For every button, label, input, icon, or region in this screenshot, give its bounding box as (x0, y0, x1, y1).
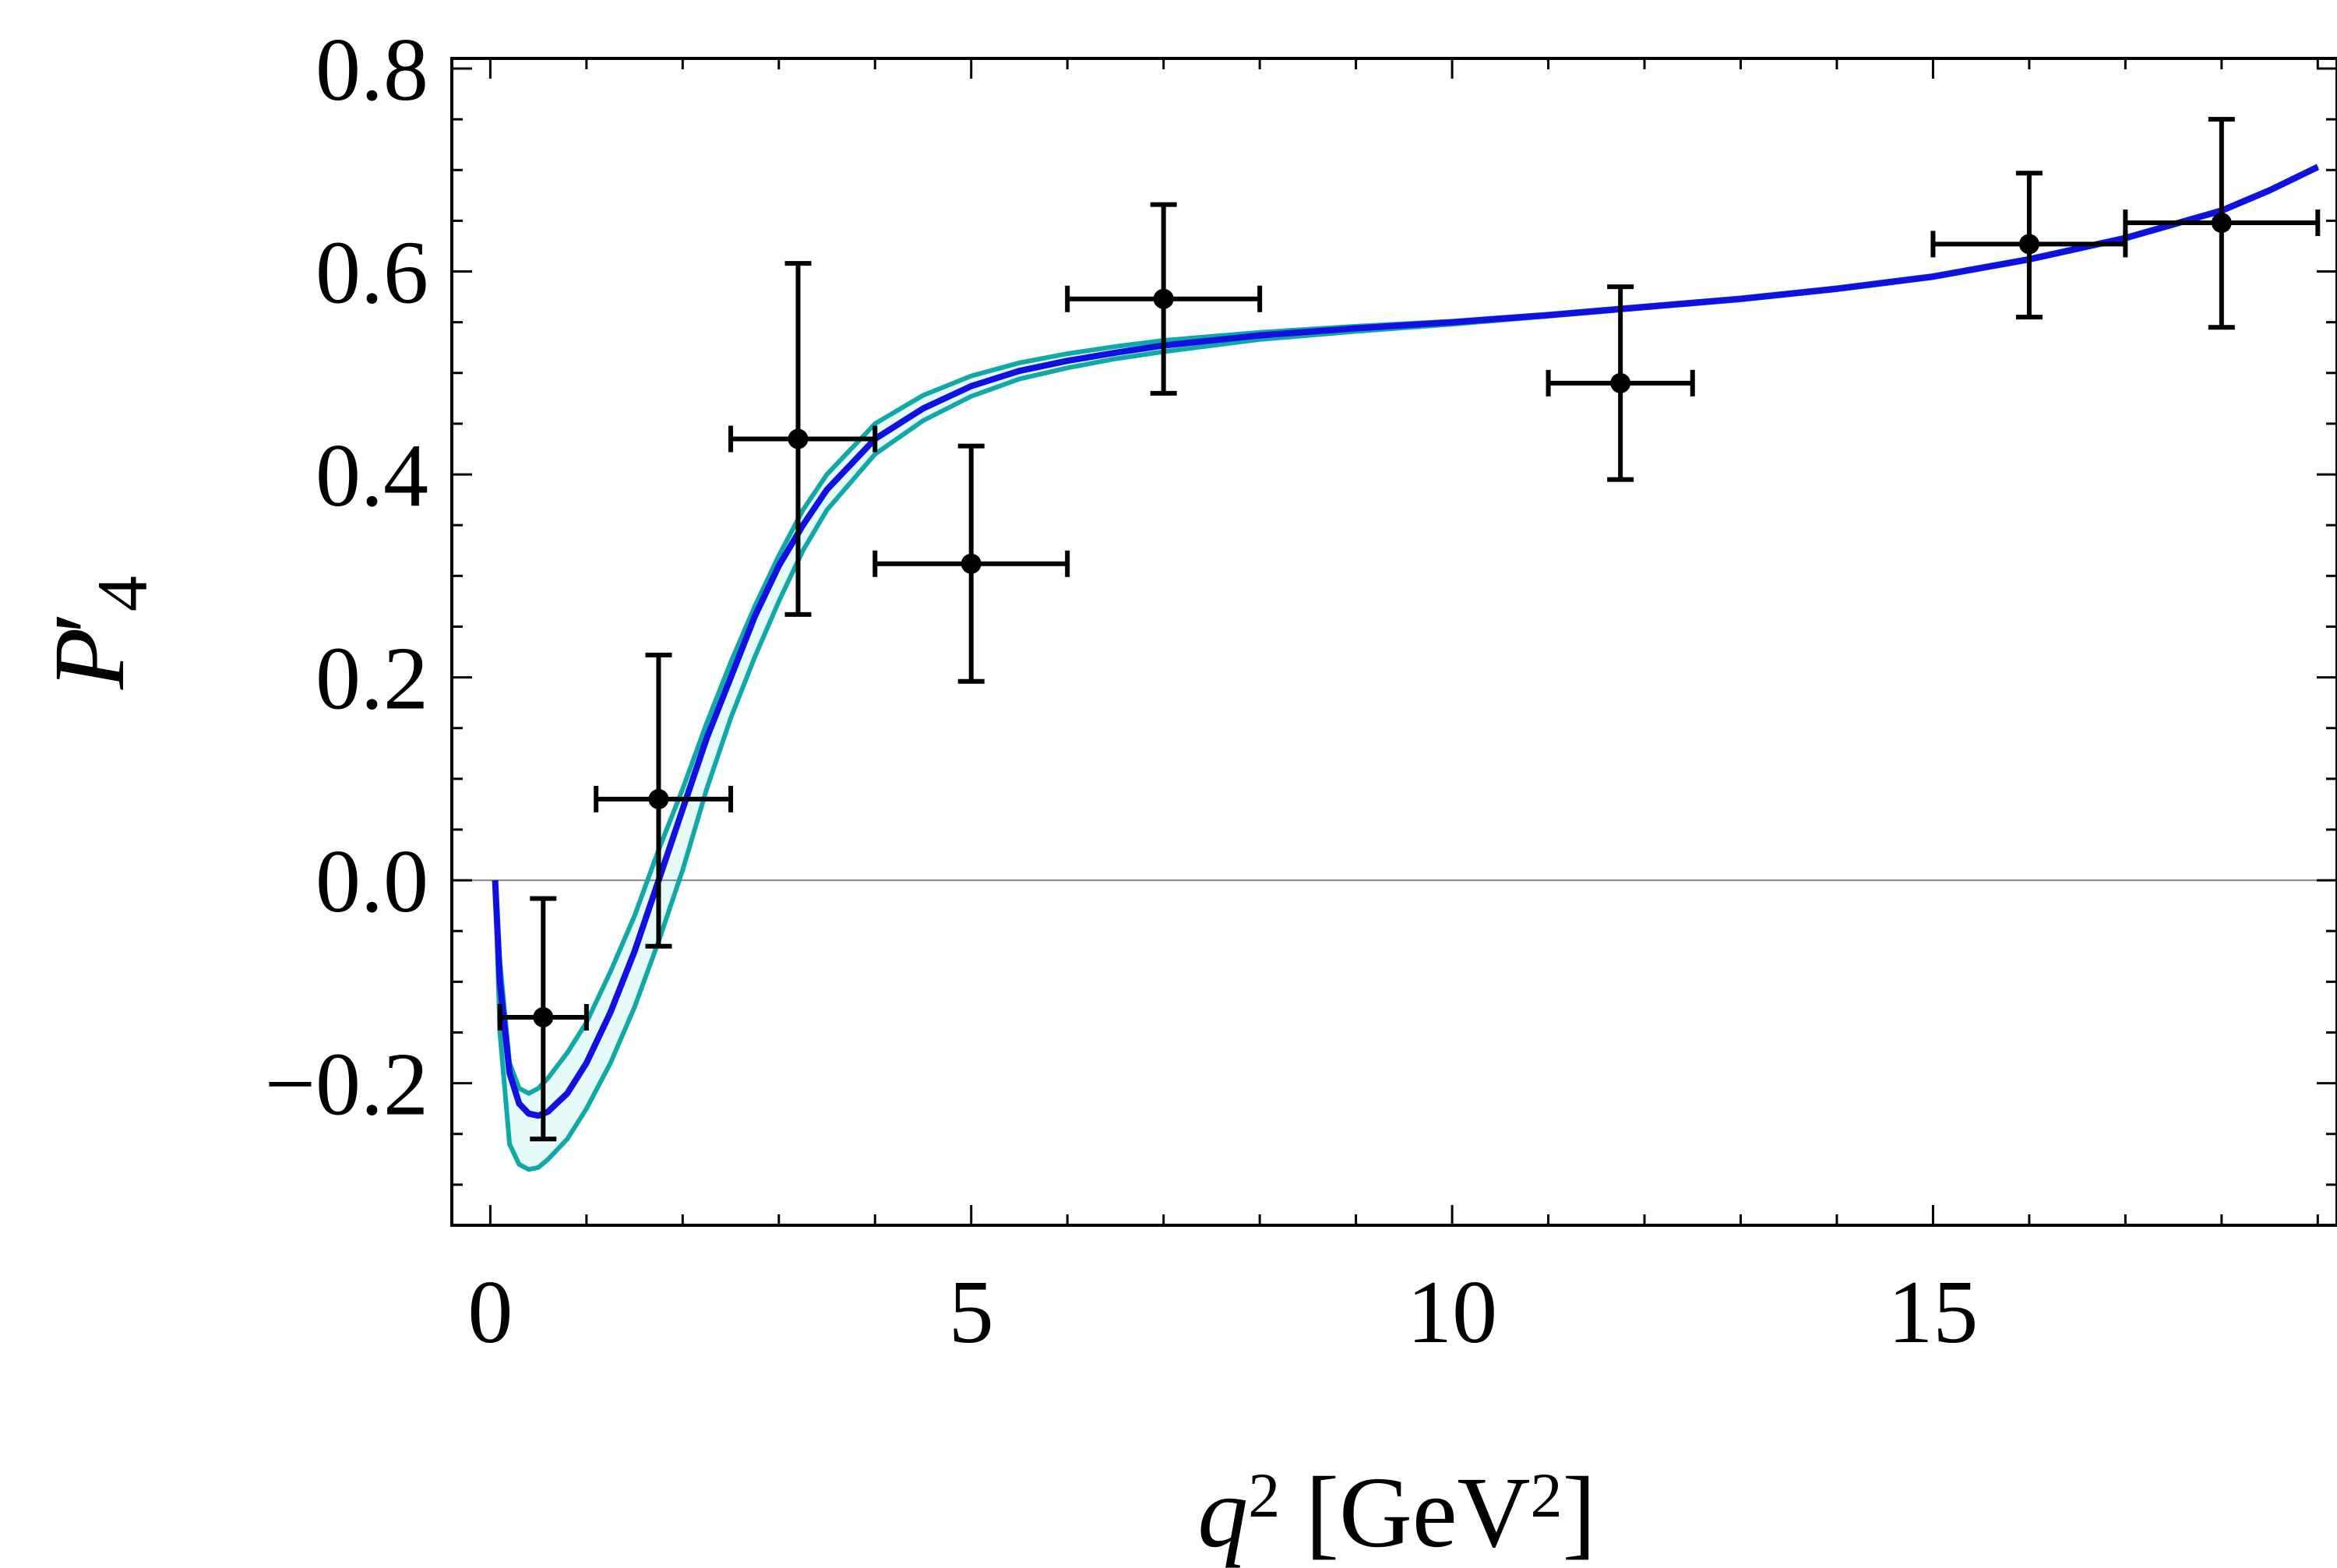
band-lower-line (492, 166, 2319, 1172)
plot-frame (450, 57, 2337, 1227)
data-point (1930, 171, 2128, 320)
frame (450, 57, 2337, 1227)
y-axis-sub: 4 (83, 576, 162, 611)
curves (492, 164, 2320, 1172)
data-marker (1610, 372, 1631, 393)
x-tick-label: 15 (1888, 1263, 1978, 1362)
x-axis-label: q2 [GeV2] (1197, 1457, 1596, 1568)
data-point (872, 443, 1070, 684)
data-marker (533, 1006, 554, 1027)
x-axis-unit-sup: 2 (1530, 1460, 1562, 1531)
y-tick-label: 0.0 (315, 832, 428, 932)
central-line (492, 164, 2320, 1119)
data-marker (788, 428, 809, 449)
data-point (497, 896, 589, 1142)
tick-labels: 0 5 10 15 −0.2 0.0 0.2 0.4 0.6 0.8 (265, 20, 1979, 1362)
data-marker (2018, 234, 2039, 255)
y-axis-prime: ′ (33, 611, 146, 633)
data-marker (2211, 213, 2232, 234)
data-marker (961, 553, 982, 574)
data-marker (648, 788, 669, 809)
y-tick-label: 0.2 (315, 629, 428, 729)
axis-ticks (452, 58, 2337, 1225)
y-tick-label: 0.4 (315, 426, 428, 526)
x-tick-label: 5 (949, 1263, 994, 1362)
data-points (497, 117, 2321, 1142)
uncertainty-band (495, 166, 2318, 1170)
x-axis-var: q (1197, 1457, 1248, 1568)
y-tick-label: 0.6 (315, 224, 428, 323)
band-fill (495, 166, 2318, 1170)
data-marker (1153, 288, 1174, 309)
x-tick-label: 10 (1407, 1263, 1497, 1362)
y-axis-var: P (33, 628, 146, 690)
data-point (2123, 117, 2321, 330)
y-tick-label: 0.8 (315, 20, 428, 120)
data-point (1065, 202, 1263, 396)
data-point (1546, 284, 1695, 482)
y-tick-label: −0.2 (265, 1035, 428, 1135)
x-axis-unit-open: [GeV (1280, 1457, 1530, 1568)
data-point (728, 261, 878, 617)
x-axis-var-sup: 2 (1248, 1460, 1280, 1531)
y-axis-label: P′4 (33, 576, 162, 690)
x-axis-unit-close: ] (1562, 1457, 1595, 1568)
x-tick-label: 0 (467, 1263, 513, 1362)
data-point (594, 652, 734, 949)
